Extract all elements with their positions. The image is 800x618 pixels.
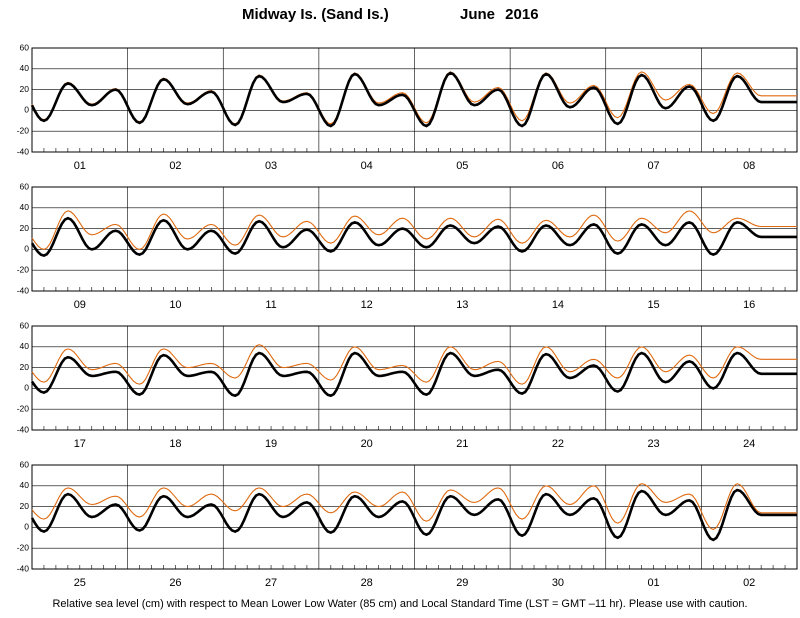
observed-sea-level-line: [31, 344, 797, 385]
panel-frame: [31, 325, 798, 431]
day-label: 08: [743, 160, 755, 172]
panel-frame: [31, 47, 798, 153]
predicted-sea-level-line: [30, 351, 797, 398]
observed-sea-level-line: [31, 210, 797, 250]
y-tick-label: -20: [17, 264, 30, 274]
y-tick-label: 40: [20, 480, 30, 490]
station-title: Midway Is. (Sand Is.): [242, 6, 389, 23]
day-label: 24: [743, 438, 755, 450]
y-tick-label: 40: [20, 202, 30, 212]
day-label: 01: [74, 160, 86, 172]
y-tick-label: -20: [17, 403, 30, 413]
y-tick-label: 40: [20, 341, 30, 351]
panel-4: -40 -20 0 20 40 60 25 26 27 28 29 30 01 02: [17, 459, 798, 589]
day-label: 30: [552, 577, 564, 589]
day-label: 11: [265, 299, 276, 311]
y-tick-label: -40: [17, 146, 30, 156]
day-label: 27: [265, 577, 277, 589]
day-label: 02: [169, 160, 181, 172]
day-label: 05: [456, 160, 468, 172]
y-tick-label: -40: [17, 285, 30, 295]
day-label: 29: [456, 577, 468, 589]
day-label: 06: [552, 160, 564, 172]
day-label: 18: [169, 438, 181, 450]
y-tick-label: 20: [20, 223, 30, 233]
panel-frame: [31, 464, 798, 570]
day-label: 09: [74, 299, 86, 311]
y-tick-label: 60: [20, 320, 30, 330]
day-label: 20: [361, 438, 373, 450]
y-tick-label: -20: [17, 542, 30, 552]
day-label: 28: [361, 577, 373, 589]
day-label: 01: [647, 577, 659, 589]
y-tick-label: 0: [24, 383, 29, 393]
y-tick-label: 20: [20, 84, 30, 94]
day-label: 19: [265, 438, 277, 450]
y-tick-label: 20: [20, 362, 30, 372]
panel-2: -40 -20 0 20 40 60 09 10 11 12 13 14 15 16: [17, 181, 798, 311]
day-label: 15: [647, 299, 659, 311]
chart-footnote: Relative sea level (cm) with respect to …: [52, 598, 748, 610]
y-tick-label: 60: [20, 459, 30, 469]
y-tick-label: 60: [20, 181, 30, 191]
panel-frame: [31, 186, 798, 292]
day-label: 21: [456, 438, 468, 450]
day-label: 22: [552, 438, 564, 450]
day-label: 23: [647, 438, 659, 450]
y-tick-label: 40: [20, 63, 30, 73]
panel-1: -40 -20 0 20 40 60 01 02 03 04 05 06 07 08: [17, 42, 798, 172]
day-label: 12: [361, 299, 373, 311]
day-label: 10: [169, 299, 181, 311]
panel-3: -40 -20 0 20 40 60 17 18 19 20 21 22 23 24: [17, 320, 798, 450]
y-tick-label: 20: [20, 501, 30, 511]
y-tick-label: 0: [24, 244, 29, 254]
predicted-sea-level-line: [30, 71, 797, 128]
predicted-sea-level-line: [30, 216, 797, 257]
predicted-sea-level-line: [30, 488, 797, 542]
day-label: 02: [743, 577, 755, 589]
y-tick-label: -20: [17, 125, 30, 135]
period-title: June 2016: [460, 6, 539, 23]
day-label: 07: [647, 160, 659, 172]
day-label: 04: [361, 160, 373, 172]
day-label: 26: [169, 577, 181, 589]
day-label: 13: [456, 299, 468, 311]
y-tick-label: 0: [24, 522, 29, 532]
y-tick-label: 60: [20, 42, 30, 52]
observed-sea-level-line: [31, 483, 797, 531]
y-tick-label: -40: [17, 424, 30, 434]
day-label: 25: [74, 577, 86, 589]
day-label: 03: [265, 160, 277, 172]
day-label: 17: [74, 438, 86, 450]
day-label: 14: [552, 299, 564, 311]
day-label: 16: [743, 299, 755, 311]
y-tick-label: 0: [24, 105, 29, 115]
y-tick-label: -40: [17, 563, 30, 573]
